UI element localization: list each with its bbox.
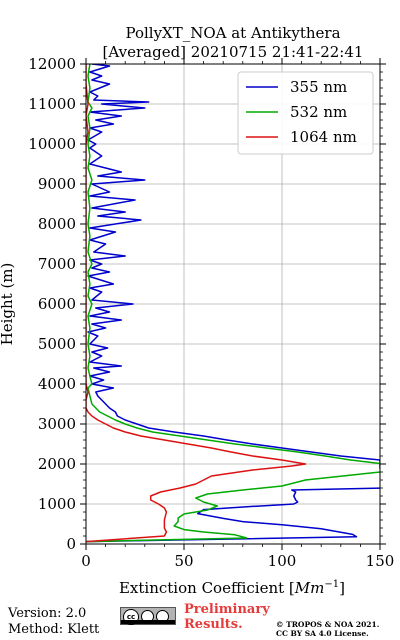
legend-label: 1064 nm [290,128,357,146]
x-tick-label: 50 [174,552,193,570]
version-label: Version: 2.0 [8,606,87,621]
x-axis-label-suffix: ] [339,579,345,597]
y-tick-label: 5000 [38,335,76,353]
chart-title-line1: PollyXT_NOA at Antikythera [125,24,340,42]
y-tick-label: 12000 [28,55,76,73]
chart-title-line2: [Averaged] 20210715 21:41-22:41 [103,43,364,61]
copyright-line2: CC BY SA 4.0 License. [276,629,369,638]
y-tick-label: 10000 [28,135,76,153]
cc-license-badge: cc [120,607,176,625]
series-line-3 [86,64,307,543]
preliminary-results-note: Preliminary Results. [184,602,270,632]
legend-label: 355 nm [290,78,347,96]
y-tick-label: 9000 [38,175,76,193]
x-axis-label-prefix: Extinction Coefficient [ [119,579,295,597]
y-tick-label: 4000 [38,375,76,393]
copyright-line1: © TROPOS & NOA 2021. [276,620,380,629]
legend: 355 nm 532 nm 1064 nm [237,71,374,155]
preliminary-line1: Preliminary [184,602,270,617]
legend-box [237,71,374,155]
x-axis-label-exp: −1 [324,579,339,590]
y-tick-label: 6000 [38,295,76,313]
legend-label: 532 nm [290,103,347,121]
y-tick-label: 3000 [38,415,76,433]
x-axis-label-unit: Mm [294,579,325,597]
series-lines [86,64,380,543]
preliminary-line2: Results. [184,617,243,632]
y-tick-label: 8000 [38,215,76,233]
x-tick-label: 100 [268,552,297,570]
x-tick-label: 150 [366,552,395,570]
y-tick-label: 1000 [38,495,76,513]
series-line-1 [86,64,380,543]
copyright-note: © TROPOS & NOA 2021. CC BY SA 4.0 Licens… [276,620,379,638]
series-line-2 [86,64,380,543]
y-tick-label: 7000 [38,255,76,273]
y-tick-label: 0 [66,535,76,553]
plot-frame [85,63,381,545]
y-axis-label: Height (m) [0,263,16,346]
y-tick-label: 2000 [38,455,76,473]
y-tick-label: 11000 [28,95,76,113]
method-label: Method: Klett [8,622,100,637]
badge-strip [121,620,175,624]
x-axis-label: Extinction Coefficient [Mm−1] [119,579,345,597]
x-tick-label: 0 [81,552,91,570]
profile-chart: PollyXT_NOA at Antikythera [Averaged] 20… [0,24,395,597]
